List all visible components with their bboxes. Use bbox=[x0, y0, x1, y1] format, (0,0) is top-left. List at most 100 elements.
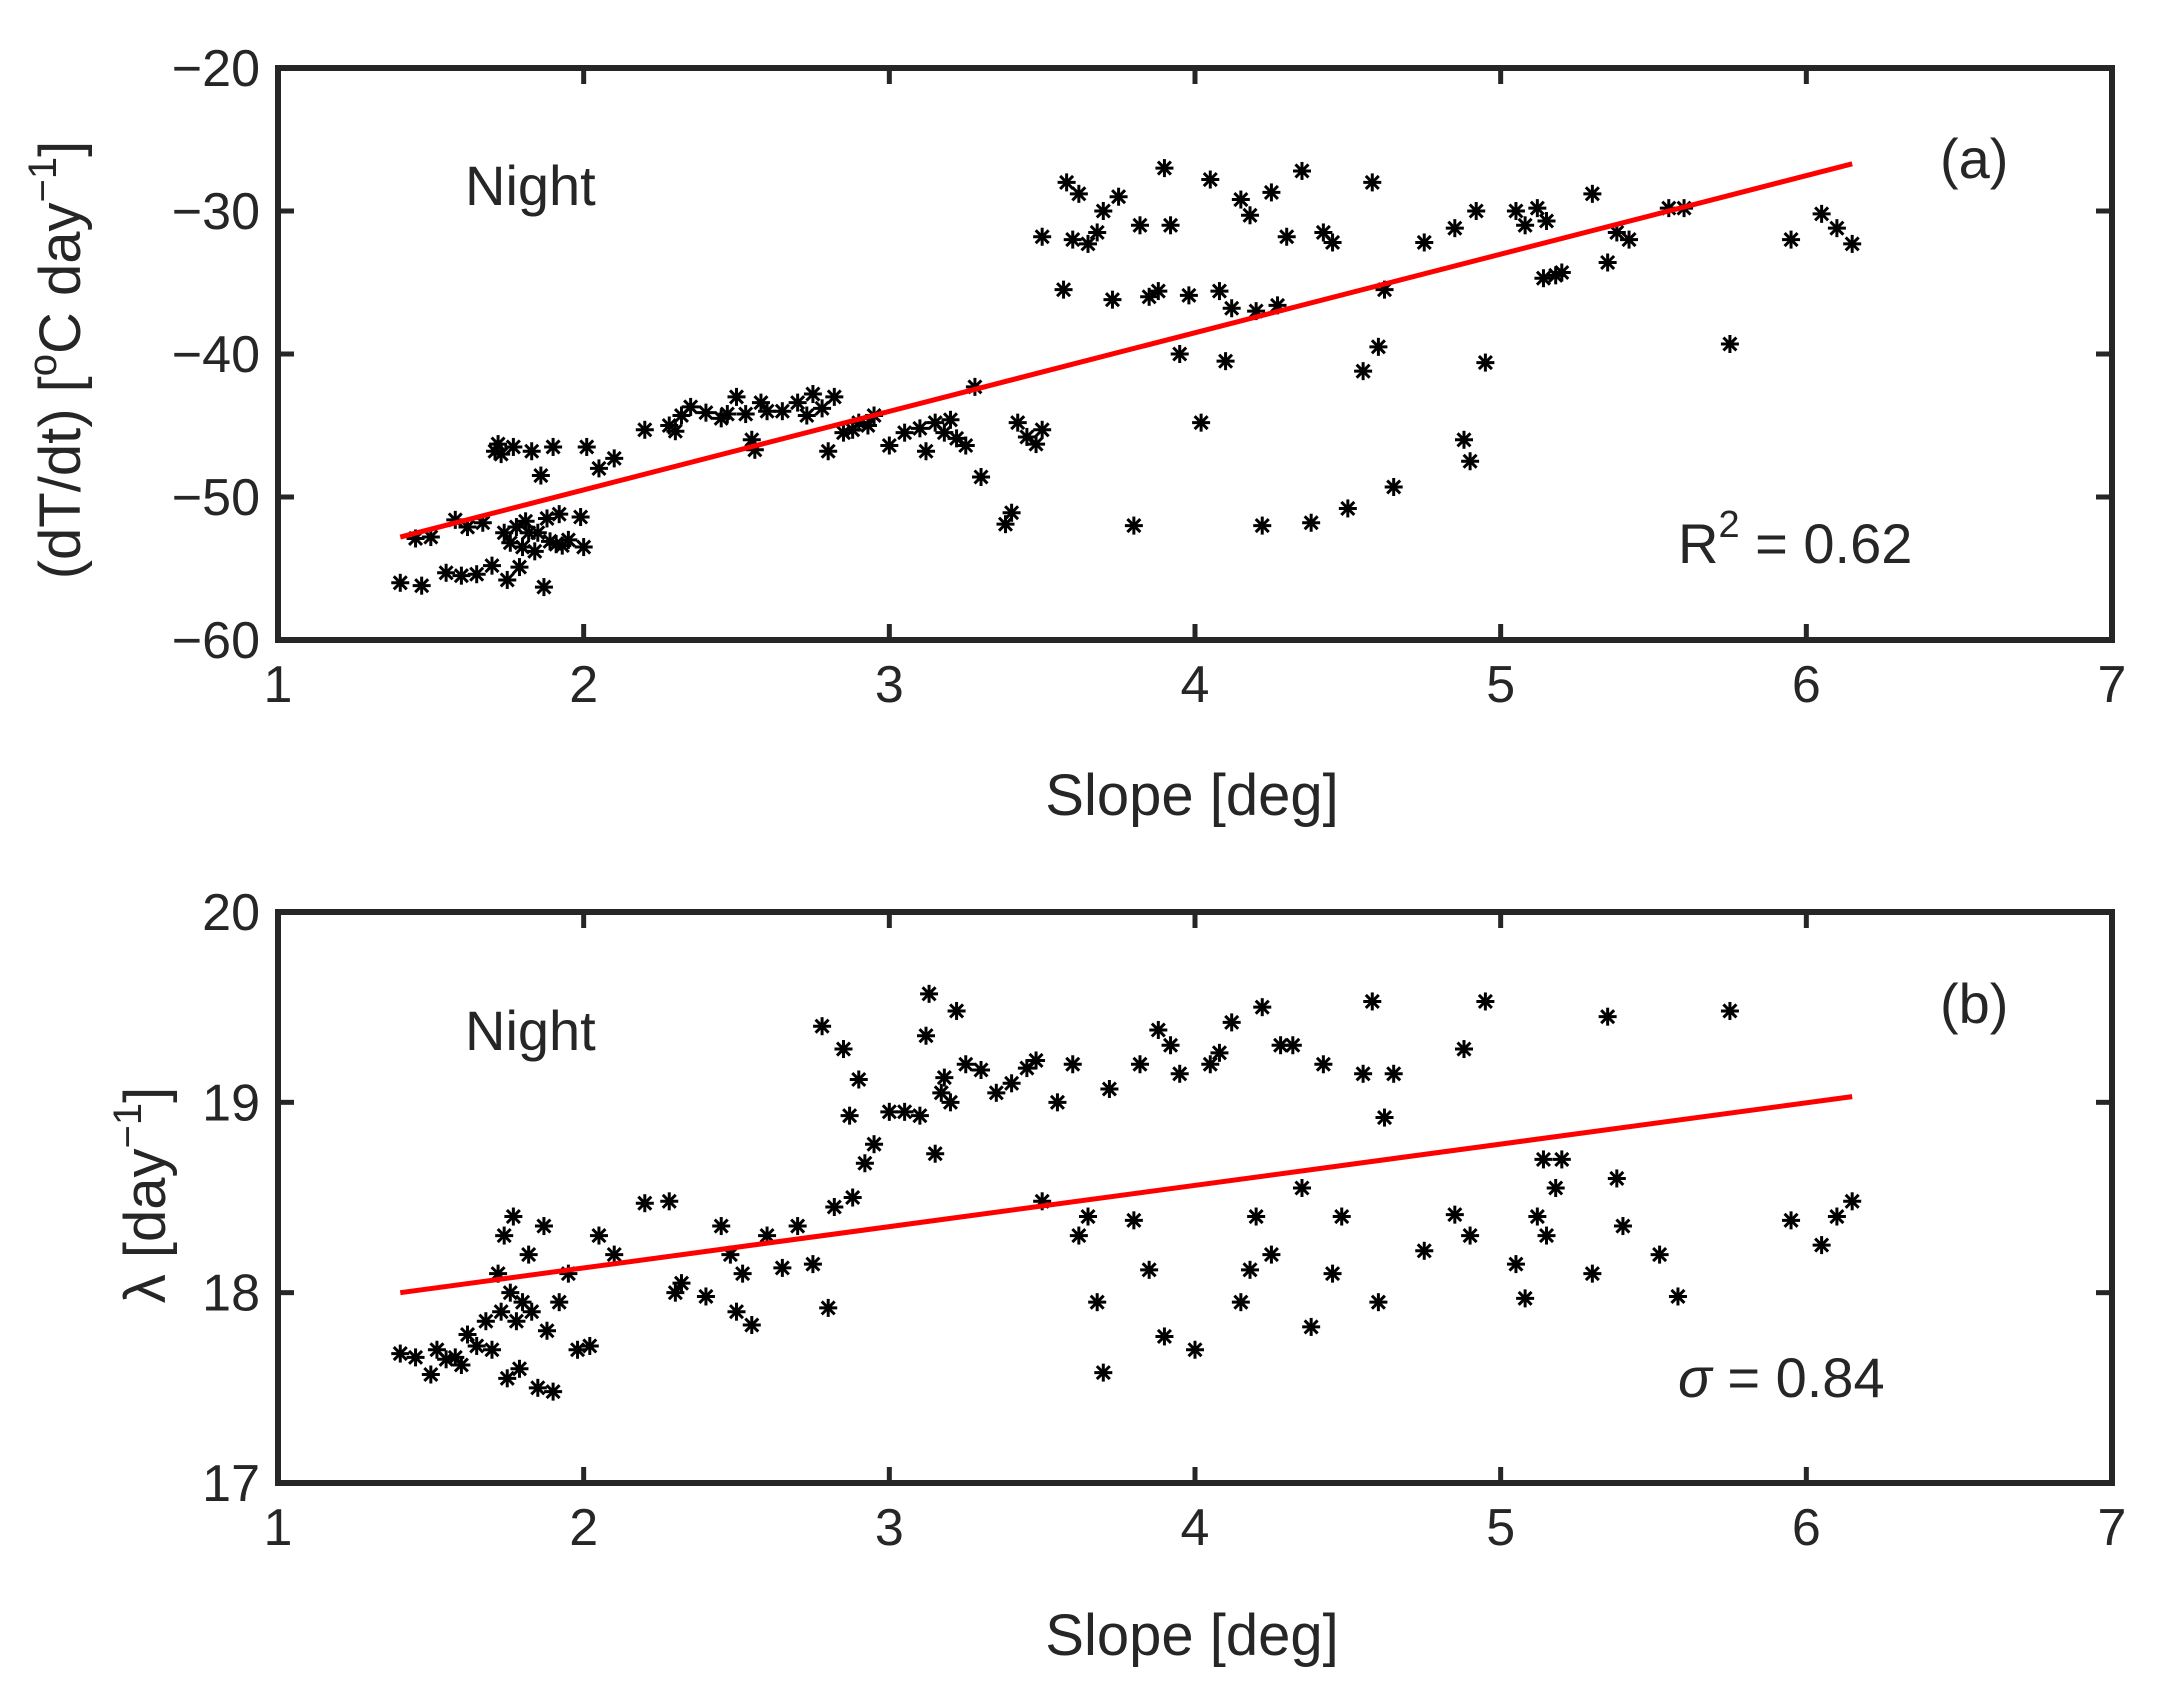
data-point bbox=[1033, 227, 1052, 246]
data-point bbox=[895, 1102, 914, 1121]
data-point bbox=[1454, 1040, 1473, 1059]
data-point bbox=[660, 1192, 679, 1211]
data-point bbox=[482, 556, 501, 575]
data-point bbox=[1079, 1207, 1098, 1226]
data-point bbox=[1534, 269, 1553, 288]
data-point bbox=[635, 1194, 654, 1213]
y-axis-label-a: (dT/dt) [oC day−1] bbox=[21, 141, 93, 580]
data-point bbox=[1552, 263, 1571, 282]
data-point bbox=[947, 1001, 966, 1020]
data-point bbox=[589, 1226, 608, 1245]
data-point bbox=[1048, 1093, 1067, 1112]
data-point bbox=[895, 423, 914, 442]
data-point bbox=[1155, 1327, 1174, 1346]
data-point bbox=[1283, 1036, 1302, 1055]
x-tick-label: 4 bbox=[1181, 1499, 1210, 1557]
data-point bbox=[1827, 1207, 1846, 1226]
y-tick-label: −50 bbox=[172, 469, 260, 527]
data-point bbox=[510, 558, 529, 577]
data-point bbox=[1069, 184, 1088, 203]
data-point bbox=[1782, 1211, 1801, 1230]
data-point bbox=[1506, 202, 1525, 220]
data-point bbox=[568, 1340, 587, 1359]
data-point bbox=[406, 1348, 425, 1367]
data-point bbox=[1598, 253, 1617, 272]
data-point bbox=[1363, 173, 1382, 192]
data-point bbox=[834, 1040, 853, 1059]
data-point bbox=[1613, 1217, 1632, 1236]
data-point bbox=[1253, 998, 1272, 1017]
data-point bbox=[537, 1321, 556, 1340]
data-point bbox=[1210, 282, 1229, 301]
data-point bbox=[522, 442, 541, 461]
data-point bbox=[1516, 216, 1535, 235]
data-point bbox=[498, 570, 517, 589]
y-tick-label: −20 bbox=[172, 40, 260, 98]
data-point bbox=[880, 1102, 899, 1121]
x-axis-ticks-a: 1 2 3 4 5 6 7 bbox=[264, 68, 2126, 714]
data-point bbox=[843, 1188, 862, 1207]
x-tick-label: 1 bbox=[264, 656, 293, 714]
data-point bbox=[1027, 1051, 1046, 1070]
data-point bbox=[1314, 223, 1333, 242]
data-point bbox=[458, 1325, 477, 1344]
data-point bbox=[1170, 1064, 1189, 1083]
data-point bbox=[825, 1198, 844, 1217]
data-point bbox=[504, 1207, 523, 1226]
data-point bbox=[941, 1093, 960, 1112]
data-point bbox=[550, 505, 569, 524]
data-point bbox=[1155, 159, 1174, 178]
data-point bbox=[391, 573, 410, 592]
y-tick-label: 17 bbox=[202, 1455, 260, 1513]
data-point bbox=[1720, 334, 1739, 353]
data-point bbox=[773, 402, 792, 421]
y-axis-ticks-b: 17 18 19 20 bbox=[202, 884, 2112, 1513]
data-point bbox=[412, 576, 431, 595]
y-label-a-end: ] bbox=[28, 141, 93, 157]
sigma-symbol: σ bbox=[1678, 1346, 1714, 1409]
data-point bbox=[1528, 1207, 1547, 1226]
data-point bbox=[1161, 1036, 1180, 1055]
data-point bbox=[1222, 299, 1241, 318]
data-point bbox=[492, 445, 511, 464]
data-point bbox=[1253, 516, 1272, 535]
data-point bbox=[1069, 1226, 1088, 1245]
data-point bbox=[467, 1336, 486, 1355]
data-point bbox=[1546, 1178, 1565, 1197]
data-point bbox=[1415, 1241, 1434, 1260]
data-point bbox=[1210, 1043, 1229, 1062]
y-tick-label: 18 bbox=[202, 1265, 260, 1323]
data-point bbox=[1088, 1293, 1107, 1312]
data-point bbox=[501, 1283, 520, 1302]
data-point bbox=[1109, 187, 1128, 206]
data-point bbox=[880, 436, 899, 455]
data-point bbox=[1216, 352, 1235, 371]
data-point bbox=[589, 459, 608, 478]
data-point bbox=[580, 1336, 599, 1355]
x-tick-label: 7 bbox=[2098, 1499, 2127, 1557]
scatter-series-a bbox=[391, 159, 1862, 597]
data-point bbox=[1088, 223, 1107, 242]
data-point bbox=[1537, 1226, 1556, 1245]
data-point bbox=[605, 1245, 624, 1264]
data-point bbox=[1124, 1211, 1143, 1230]
data-point bbox=[672, 1274, 691, 1293]
data-point bbox=[1650, 1245, 1669, 1264]
data-point bbox=[1149, 282, 1168, 301]
data-point bbox=[718, 405, 737, 424]
data-point bbox=[1002, 1074, 1021, 1093]
data-point bbox=[476, 1312, 495, 1331]
x-tick-label: 5 bbox=[1486, 1499, 1515, 1557]
data-point bbox=[1002, 503, 1021, 522]
scatter-series-b bbox=[391, 984, 1862, 1401]
data-point bbox=[666, 422, 685, 441]
data-point bbox=[534, 1217, 553, 1236]
y-tick-label: 19 bbox=[202, 1074, 260, 1132]
data-point bbox=[1130, 1055, 1149, 1074]
data-point bbox=[696, 1287, 715, 1306]
x-tick-label: 5 bbox=[1486, 656, 1515, 714]
y-axis-ticks-a: −60 −50 −40 −30 −20 bbox=[172, 40, 2112, 670]
data-point bbox=[956, 1055, 975, 1074]
data-point bbox=[1384, 477, 1403, 496]
data-point bbox=[1241, 1260, 1260, 1279]
